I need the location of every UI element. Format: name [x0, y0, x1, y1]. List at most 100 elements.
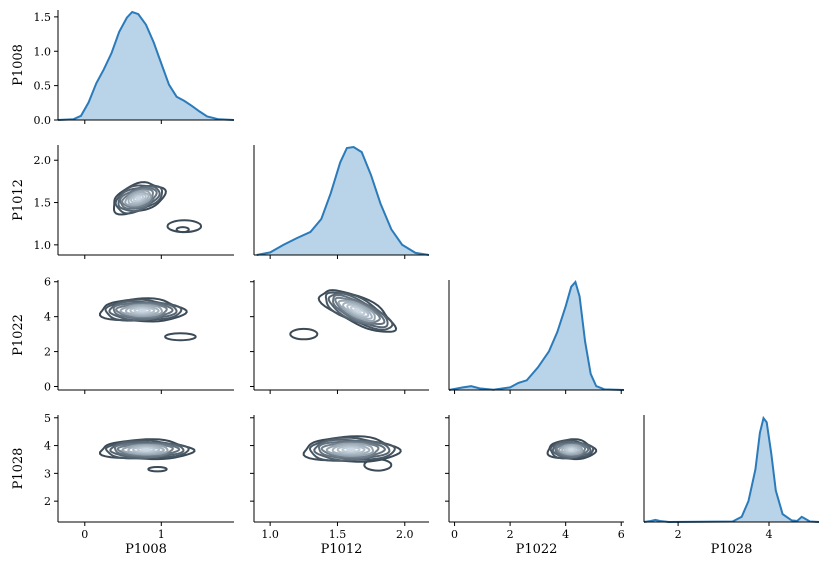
contour-level — [119, 303, 163, 318]
contour-level — [140, 448, 152, 452]
axes-p1022-p1022 — [448, 280, 624, 394]
axes-p1028-p1028: 2 4 P1028 — [643, 415, 819, 557]
contour-level — [113, 181, 167, 216]
contour-level — [112, 302, 174, 320]
y-tick-label: 2 — [44, 346, 51, 359]
contour-level — [133, 307, 151, 314]
contour-level — [127, 444, 165, 455]
contour-level — [561, 444, 582, 455]
contour-level — [341, 446, 361, 453]
x-tick-label: 2 — [675, 528, 682, 541]
x-tick-label: 6 — [618, 528, 625, 541]
x-tick-label: 1 — [158, 528, 165, 541]
x-axis-label: P1022 — [516, 542, 558, 557]
axes-p1008-p1008: 0.0 0.5 1.0 1.5 P1008 — [11, 10, 234, 127]
x-tick-label: 4 — [562, 528, 569, 541]
y-axis-label: P1028 — [11, 448, 26, 490]
contour-level — [127, 191, 150, 206]
contour-outlier — [289, 327, 319, 341]
contour-level — [563, 445, 579, 454]
y-tick-label: 2 — [44, 495, 51, 508]
y-tick-label: 3 — [44, 467, 51, 480]
kde-curve-p1022 — [448, 279, 625, 391]
kde-curve-p1012 — [256, 145, 430, 256]
contour-level — [317, 289, 398, 333]
contour-outlier — [164, 332, 197, 342]
contour-level — [346, 447, 356, 452]
contour-panel-p1008-p1028 — [99, 438, 196, 473]
contour-level — [325, 442, 374, 457]
contour-outlier — [147, 466, 168, 473]
kde-panel-p1028 — [643, 415, 820, 524]
x-tick-label: 0 — [451, 528, 458, 541]
contour-level — [353, 307, 362, 314]
contour-level — [129, 306, 156, 315]
x-tick-label: 2 — [507, 528, 514, 541]
y-axis-label: P1012 — [11, 179, 26, 221]
contour-level — [137, 308, 147, 313]
x-axis-label: P1012 — [321, 542, 363, 557]
contour-level — [342, 301, 373, 320]
y-tick-label: 6 — [44, 276, 51, 289]
y-tick-label: 0.0 — [34, 114, 52, 127]
axes-p1028-p1012: 1.0 1.5 2.0 P1012 — [250, 415, 429, 557]
kde-fill-p1008 — [58, 12, 234, 120]
contour-level — [115, 302, 168, 319]
y-tick-label: 2.0 — [34, 154, 52, 167]
contour-level — [124, 189, 152, 207]
contour-level — [302, 435, 402, 463]
kde-fill-p1022 — [449, 282, 624, 390]
y-tick-label: 0 — [44, 381, 51, 394]
contour-level — [136, 447, 156, 453]
contour-level — [331, 443, 371, 456]
contour-level — [124, 305, 160, 316]
x-tick-label: 2.0 — [396, 528, 414, 541]
contour-panel-p1008-p1012 — [113, 181, 203, 234]
contour-panel-p1022-p1028 — [546, 438, 598, 461]
contour-level — [121, 188, 154, 209]
contour-level — [116, 443, 174, 457]
contour-level — [565, 447, 577, 453]
contour-panel-p1012-p1028 — [302, 435, 402, 472]
contour-level — [130, 192, 147, 204]
y-tick-label: 1.0 — [34, 239, 52, 252]
y-tick-label: 0.5 — [34, 80, 52, 93]
x-axis-label: P1008 — [125, 542, 167, 557]
axes-p1022-p1012 — [250, 280, 429, 394]
contour-level — [349, 305, 366, 316]
kde-curve-p1008 — [57, 10, 235, 121]
axes-p1028-p1008: 0 1 2 3 4 5 P1008 P1028 — [11, 412, 234, 557]
y-axis-label: P1022 — [11, 314, 26, 356]
contour-panel-p1012-p1022 — [289, 289, 398, 341]
contour-level — [546, 438, 598, 461]
axes-p1028-p1022: 0 2 4 6 P1022 — [445, 415, 625, 557]
contour-panel-p1008-p1022 — [99, 297, 197, 342]
contour-level — [132, 445, 161, 454]
contour-level — [119, 186, 158, 210]
y-tick-label: 5 — [44, 412, 51, 425]
contour-level — [555, 443, 586, 457]
kde-curve-p1028 — [643, 415, 820, 524]
x-tick-label: 0 — [81, 528, 88, 541]
kde-panel-p1022 — [448, 279, 625, 391]
contour-level — [568, 448, 575, 452]
kde-fill-p1028 — [644, 418, 819, 522]
kde-fill-p1012 — [256, 147, 429, 255]
contour-level — [337, 299, 376, 323]
x-tick-label: 1.0 — [261, 528, 279, 541]
axes-p1022-p1008: 0 2 4 6 P1022 — [11, 276, 234, 394]
axes-p1012-p1012 — [253, 145, 429, 259]
kde-panel-p1012 — [256, 145, 430, 256]
kde-panel-p1008 — [57, 10, 235, 121]
contour-level — [99, 297, 188, 323]
contour-level — [346, 303, 370, 318]
contour-outlier — [175, 226, 190, 234]
y-tick-label: 1.5 — [34, 197, 52, 210]
contour-level — [332, 293, 386, 325]
contour-level — [320, 441, 380, 459]
y-tick-label: 4 — [44, 440, 51, 453]
x-tick-label: 1.5 — [329, 528, 347, 541]
y-tick-label: 4 — [44, 311, 51, 324]
contour-level — [135, 196, 142, 201]
